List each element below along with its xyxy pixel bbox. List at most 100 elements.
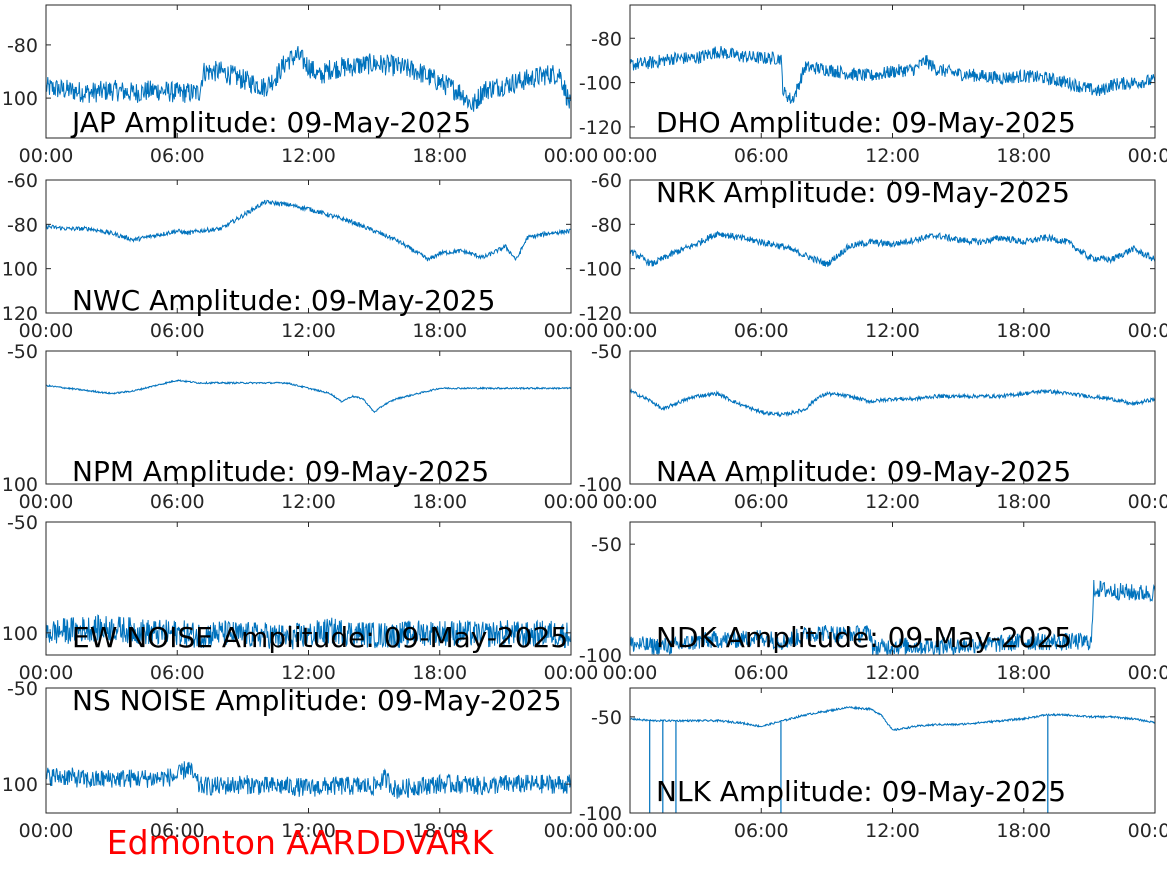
x-tick-label: 12:00 [865,491,920,513]
y-tick-label: 100 [2,774,38,796]
panel: 00:00 06:00 12:00 18:00 00:00 -60 -80 -100 -120 N… [579,170,1167,342]
x-tick-label: 00:00 [603,491,658,513]
x-tick-label: 06:00 [150,820,205,842]
x-tick-label: 00:00 [19,145,74,167]
x-tick-label: 06:00 [734,320,789,342]
x-tick-label: 18:00 [412,662,467,684]
series-line [630,579,1155,655]
panel: 00:00 06:00 12:00 18:00 00:00 -50 -100 NLK Ampl… [579,687,1167,842]
series-line [46,45,571,112]
panel-title: NDK Amplitude: 09-May-2025 [656,621,1072,654]
x-tick-label: 00:00 [1128,145,1167,167]
x-tick-label: 00:00 [544,491,599,513]
panel-title: JAP Amplitude: 09-May-2025 [70,106,471,139]
x-tick-label: 12:00 [865,820,920,842]
x-tick-label: 18:00 [412,820,467,842]
x-tick-label: 18:00 [996,820,1051,842]
x-tick-label: 00:00 [544,820,599,842]
panel-title: DHO Amplitude: 09-May-2025 [656,106,1076,139]
y-tick-label: 100 [2,259,38,281]
x-tick-label: 18:00 [996,145,1051,167]
x-tick-label: 18:00 [996,662,1051,684]
panel-title: EW NOISE Amplitude: 09-May-2025 [72,621,568,654]
x-tick-label: 00:00 [603,662,658,684]
y-tick-label: 100 [2,623,38,645]
x-tick-label: 12:00 [865,662,920,684]
y-tick-label: -120 [579,117,622,139]
panel: 00:00 06:00 12:00 18:00 00:00 -80 -100 -120 DHO … [579,4,1167,167]
x-tick-label: 12:00 [281,662,336,684]
y-tick-label: -80 [7,214,38,236]
x-tick-label: 06:00 [150,145,205,167]
y-tick-label: -50 [591,341,622,363]
x-tick-label: 00:00 [1128,662,1167,684]
x-tick-label: 00:00 [19,662,74,684]
x-tick-label: 06:00 [734,491,789,513]
x-tick-label: 00:00 [19,491,74,513]
x-tick-label: 00:00 [1128,820,1167,842]
x-tick-label: 00:00 [544,662,599,684]
panel: 00:00 06:00 12:00 18:00 00:00 -50 100 NPM Ampli… [2,341,599,513]
x-tick-label: 18:00 [996,320,1051,342]
panel: 00:00 06:00 12:00 18:00 00:00 -80 100 JAP Ampli… [2,4,599,167]
series-line [46,379,571,414]
y-tick-label: 100 [2,474,38,496]
y-tick-label: -60 [591,170,622,192]
y-tick-label: -50 [591,707,622,729]
x-tick-label: 00:00 [603,145,658,167]
x-tick-label: 06:00 [734,820,789,842]
station-label: Edmonton AARDDVARK [107,823,495,862]
x-tick-label: 06:00 [150,320,205,342]
x-tick-label: 00:00 [544,145,599,167]
series-line [46,614,571,650]
x-tick-label: 12:00 [281,820,336,842]
y-tick-label: -100 [579,474,622,496]
x-tick-label: 06:00 [734,145,789,167]
y-tick-label: -80 [7,35,38,57]
x-tick-label: 00:00 [19,820,74,842]
y-tick-label: -100 [579,803,622,825]
x-tick-label: 00:00 [1128,320,1167,342]
series-line [46,761,571,799]
x-tick-label: 00:00 [1128,491,1167,513]
x-tick-label: 12:00 [865,320,920,342]
y-tick-label: -100 [579,73,622,95]
x-tick-label: 06:00 [150,491,205,513]
x-tick-label: 18:00 [412,320,467,342]
x-tick-label: 12:00 [281,320,336,342]
x-tick-label: 12:00 [281,145,336,167]
y-tick-label: -120 [579,303,622,325]
x-tick-label: 18:00 [412,145,467,167]
panel: 00:00 06:00 12:00 18:00 00:00 -50 100 NS NOISE … [2,678,599,842]
panel-title: NLK Amplitude: 09-May-2025 [656,775,1066,808]
series-line [630,230,1155,267]
y-tick-label: -50 [591,534,622,556]
panel-title: NS NOISE Amplitude: 09-May-2025 [72,684,562,717]
x-tick-label: 00:00 [603,320,658,342]
y-tick-label: -100 [579,645,622,667]
y-tick-label: -80 [591,28,622,50]
y-tick-label: 120 [2,303,38,325]
y-tick-label: -50 [7,512,38,534]
y-tick-label: -100 [579,259,622,281]
panel-title: NPM Amplitude: 09-May-2025 [72,455,489,488]
x-tick-label: 00:00 [19,320,74,342]
series-line [630,705,1155,731]
panel: 00:00 06:00 12:00 18:00 00:00 -50 100 EW NOISE … [2,512,599,684]
y-tick-label: -50 [7,341,38,363]
panel: 00:00 06:00 12:00 18:00 00:00 -50 -100 NAA Ampl… [579,341,1167,513]
x-tick-label: 12:00 [865,145,920,167]
series-line [46,199,571,262]
panel-title: NRK Amplitude: 09-May-2025 [656,176,1070,209]
series-line [630,388,1155,418]
x-tick-label: 18:00 [996,491,1051,513]
y-tick-label: -60 [7,170,38,192]
panel: 00:00 06:00 12:00 18:00 00:00 -50 -100 NDK Ampl… [579,521,1167,684]
series-line [630,46,1155,105]
x-tick-label: 12:00 [281,491,336,513]
x-tick-label: 00:00 [544,320,599,342]
y-tick-label: -80 [591,214,622,236]
x-tick-label: 00:00 [603,820,658,842]
x-tick-label: 06:00 [150,662,205,684]
